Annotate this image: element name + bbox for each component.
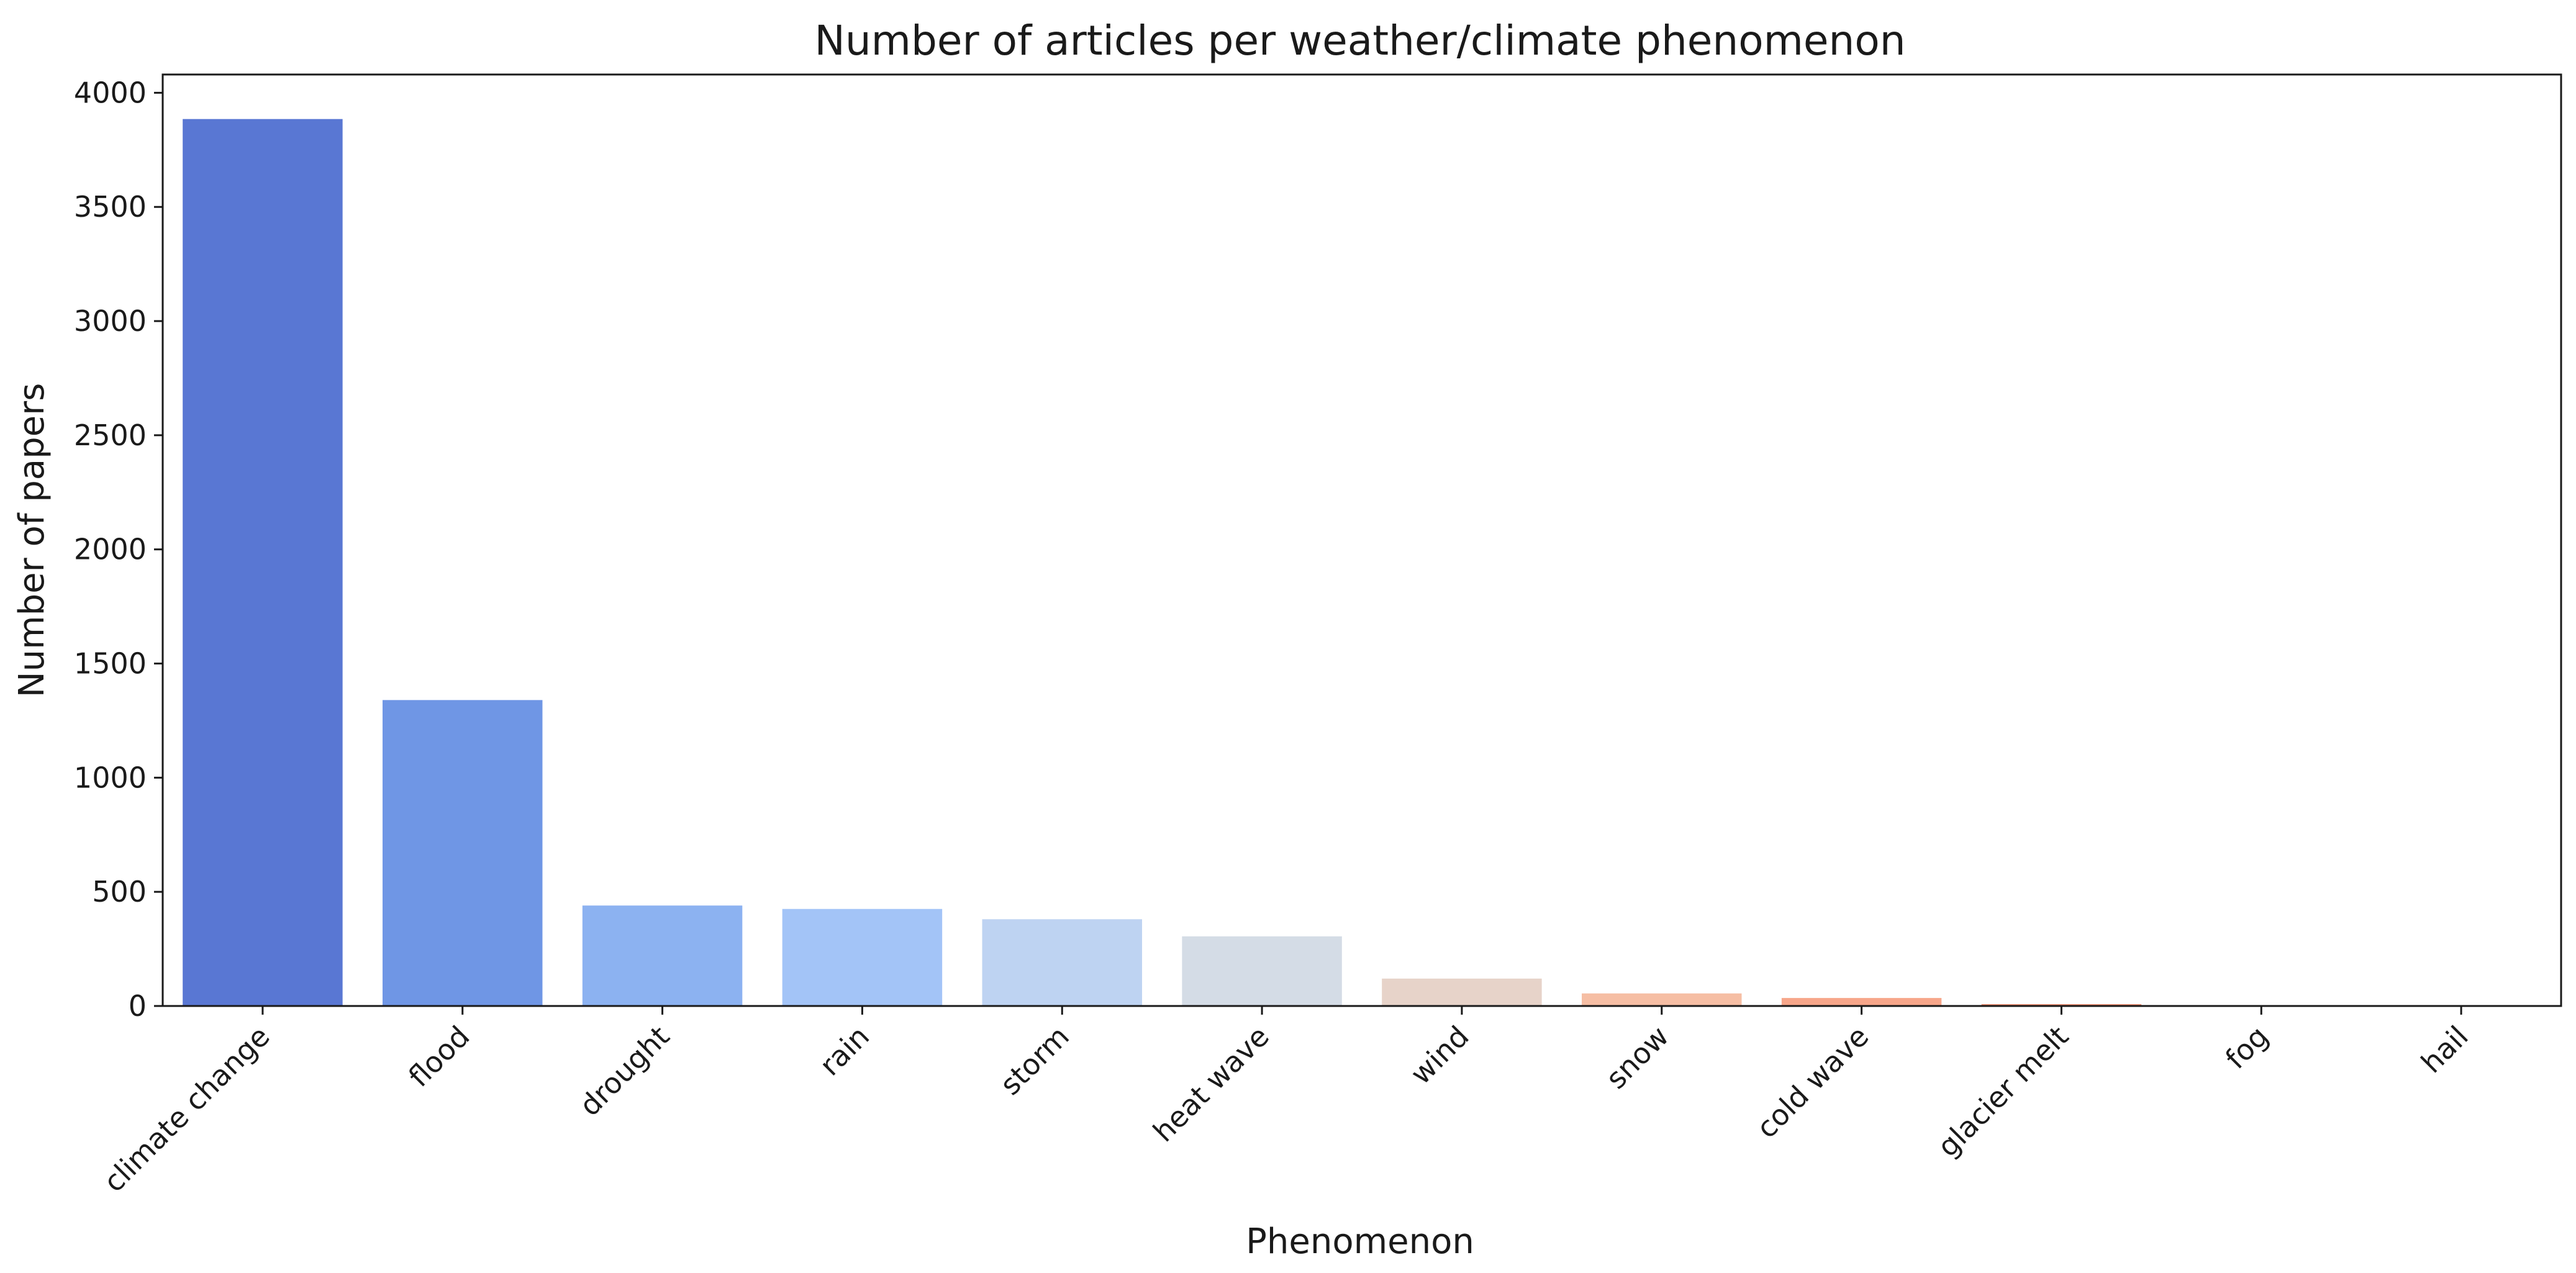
x-tick-label: storm — [994, 1020, 1076, 1102]
y-tick-label: 3000 — [74, 304, 147, 338]
bars-group — [183, 119, 2541, 1007]
y-tick-label: 1000 — [74, 761, 147, 794]
x-tick-label: hail — [2415, 1020, 2475, 1080]
x-axis: climate change flood drought rain storm heat … — [97, 1006, 2475, 1198]
bar-rain — [782, 908, 943, 1006]
bar-drought — [582, 905, 743, 1006]
y-tick-label: 4000 — [74, 76, 147, 109]
x-tick-label: fog — [2219, 1020, 2275, 1076]
plot-frame — [161, 73, 2562, 1007]
y-tick-label: 3500 — [74, 190, 147, 224]
bar-wind — [1382, 978, 1542, 1006]
x-tick-label: snow — [1599, 1020, 1675, 1095]
x-tick-label: climate change — [97, 1020, 276, 1199]
bar-climate-change — [183, 119, 343, 1007]
bar-cold-wave — [1781, 998, 1942, 1006]
y-axis: 0 500 1000 1500 2000 2500 3000 3500 4000 — [74, 76, 163, 1023]
y-tick-label: 2500 — [74, 419, 147, 452]
bar-snow — [1582, 993, 1742, 1006]
y-tick-label: 1500 — [74, 647, 147, 681]
x-tick-label: flood — [402, 1020, 476, 1094]
x-tick-label: rain — [813, 1020, 876, 1082]
y-axis-label: Number of papers — [12, 383, 52, 698]
y-tick-label: 2000 — [74, 533, 147, 566]
y-tick-label: 500 — [92, 875, 147, 908]
chart-title: Number of articles per weather/climate p… — [814, 17, 1905, 65]
x-tick-label: wind — [1404, 1020, 1476, 1091]
bar-storm — [982, 919, 1142, 1006]
x-tick-label: drought — [573, 1020, 676, 1123]
x-tick-label: heat wave — [1146, 1020, 1276, 1149]
x-tick-label: cold wave — [1750, 1020, 1875, 1145]
x-axis-label: Phenomenon — [1246, 1221, 1474, 1262]
bar-flood — [383, 700, 543, 1006]
bar-heat-wave — [1182, 936, 1342, 1006]
x-tick-label: glacier melt — [1931, 1020, 2075, 1164]
y-tick-label: 0 — [129, 989, 147, 1023]
